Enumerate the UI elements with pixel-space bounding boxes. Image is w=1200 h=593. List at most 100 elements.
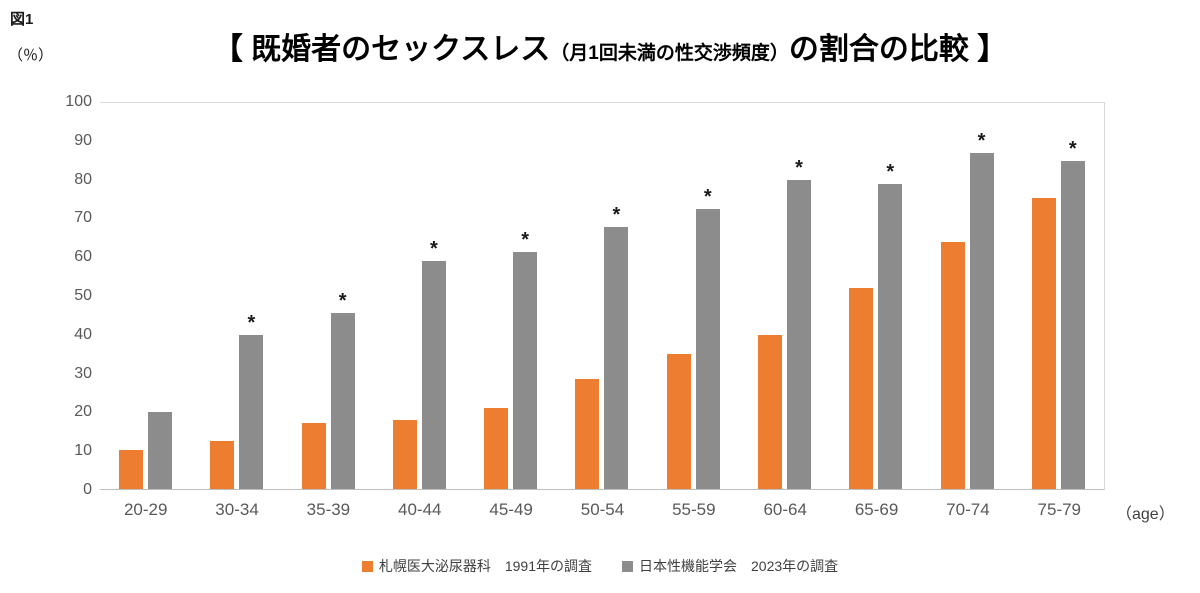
bar-column bbox=[666, 103, 691, 489]
significance-marker: * bbox=[521, 228, 530, 251]
x-tick-label: 75-79 bbox=[1037, 500, 1082, 519]
y-tick-label: 0 bbox=[83, 481, 92, 498]
bar-column: * bbox=[1060, 103, 1085, 489]
bar-column bbox=[849, 103, 874, 489]
legend-label: 日本性機能学会 2023年の調査 bbox=[639, 558, 839, 574]
bar-series-1 bbox=[940, 241, 965, 489]
y-tick-label: 100 bbox=[65, 93, 92, 110]
bar-series-1 bbox=[1031, 197, 1056, 489]
bar-column: * bbox=[513, 103, 538, 489]
y-tick-label: 70 bbox=[74, 209, 92, 227]
y-tick-label: 20 bbox=[74, 403, 92, 421]
x-tick-label: 50-54 bbox=[580, 500, 625, 519]
bar-column bbox=[392, 103, 417, 489]
significance-marker: * bbox=[430, 238, 438, 261]
bar-series-2 bbox=[1060, 160, 1085, 489]
bar-series-2 bbox=[969, 153, 994, 489]
bar-series-2 bbox=[421, 261, 446, 489]
plot-area: * * * * * * * * * * bbox=[100, 102, 1105, 490]
bar-column: * bbox=[239, 103, 264, 489]
bar-group: * bbox=[648, 103, 739, 489]
bar-series-2 bbox=[148, 411, 173, 489]
x-tick-label: 60-64 bbox=[763, 500, 807, 519]
bar-series-2 bbox=[604, 226, 629, 489]
significance-marker: * bbox=[247, 311, 256, 334]
bar-group: * bbox=[1013, 103, 1104, 489]
x-tick-label: 20-29 bbox=[123, 500, 168, 519]
bar-column: * bbox=[604, 103, 629, 489]
bar-group: * bbox=[739, 103, 830, 489]
bar-groups-container: * * * * * * * * * * bbox=[100, 103, 1104, 489]
bar-series-1 bbox=[575, 379, 600, 489]
bar-column bbox=[484, 103, 509, 489]
y-axis: 0 10 20 30 40 50 60 70 80 90 100 bbox=[40, 94, 92, 498]
bar-series-2 bbox=[695, 209, 720, 489]
bar-column bbox=[301, 103, 326, 489]
legend-label: 札幌医大泌尿器科 1991年の調査 bbox=[378, 558, 592, 574]
significance-marker: * bbox=[703, 186, 712, 209]
bar-series-1 bbox=[301, 423, 326, 489]
bar-column bbox=[119, 103, 144, 489]
chart-title-subtext: （月1回未満の性交渉頻度） bbox=[550, 43, 789, 64]
bar-group: * bbox=[830, 103, 921, 489]
bar-series-1 bbox=[119, 450, 144, 489]
bar-column bbox=[940, 103, 965, 489]
bar-series-2 bbox=[513, 251, 538, 489]
y-tick-label: 60 bbox=[74, 248, 92, 266]
y-tick-label: 10 bbox=[74, 442, 92, 460]
bar-series-2 bbox=[330, 313, 355, 489]
significance-marker: * bbox=[886, 161, 895, 184]
x-tick-label: 30-34 bbox=[215, 500, 259, 519]
bar-column bbox=[1031, 103, 1056, 489]
significance-marker: * bbox=[1068, 137, 1077, 160]
significance-marker: * bbox=[338, 290, 347, 313]
bar-column: * bbox=[786, 103, 811, 489]
y-axis-unit-label: （％） bbox=[8, 47, 54, 64]
legend-item: 日本性機能学会 2023年の調査 bbox=[622, 556, 838, 576]
bar-column: * bbox=[421, 103, 446, 489]
y-tick-label: 50 bbox=[74, 287, 92, 304]
y-tick-label: 30 bbox=[74, 364, 92, 382]
significance-marker: * bbox=[612, 203, 621, 226]
bar-group: * bbox=[465, 103, 556, 489]
bar-series-1 bbox=[484, 407, 509, 489]
bar-group bbox=[100, 103, 191, 489]
significance-marker: * bbox=[977, 130, 986, 153]
x-tick-label: 55-59 bbox=[672, 500, 716, 519]
bar-column bbox=[757, 103, 782, 489]
bar-group: * bbox=[374, 103, 465, 489]
bar-group: * bbox=[921, 103, 1012, 489]
y-tick-label: 80 bbox=[74, 170, 92, 188]
figure-number-label: 図1 bbox=[10, 11, 34, 28]
y-tick-label: 40 bbox=[74, 325, 92, 343]
chart-title: 【 既婚者のセックスレス（月1回未満の性交渉頻度）の割合の比較 】 bbox=[60, 24, 1160, 68]
bar-group: * bbox=[191, 103, 282, 489]
x-tick-label: 70-74 bbox=[946, 500, 990, 519]
bar-group: * bbox=[283, 103, 374, 489]
legend: 札幌医大泌尿器科 1991年の調査 日本性機能学会 2023年の調査 bbox=[0, 556, 1200, 576]
bar-column bbox=[148, 103, 173, 489]
x-tick-label: 45-49 bbox=[489, 500, 533, 519]
bar-series-1 bbox=[849, 288, 874, 489]
x-axis: 20-29 30-34 35-39 40-44 45-49 50-54 55-59 60-64… bbox=[100, 500, 1105, 520]
legend-swatch bbox=[361, 560, 373, 572]
bar-series-1 bbox=[210, 440, 235, 489]
bar-series-2 bbox=[878, 184, 903, 489]
bar-column: * bbox=[695, 103, 720, 489]
legend-swatch bbox=[622, 560, 633, 572]
bar-series-1 bbox=[392, 419, 417, 489]
x-tick-label: 40-44 bbox=[398, 500, 442, 519]
legend-item: 札幌医大泌尿器科 1991年の調査 bbox=[361, 556, 592, 576]
bar-column bbox=[210, 103, 235, 489]
bar-series-2 bbox=[239, 334, 264, 489]
x-axis-unit-label: （age） bbox=[1116, 506, 1175, 523]
bar-column: * bbox=[969, 103, 994, 489]
y-tick-label: 90 bbox=[74, 131, 92, 149]
bar-column: * bbox=[330, 103, 355, 489]
bar-column: * bbox=[878, 103, 903, 489]
bar-series-1 bbox=[757, 334, 782, 489]
significance-marker: * bbox=[795, 157, 803, 180]
chart-title-main-left: 【 既婚者のセックスレス bbox=[212, 33, 551, 66]
x-tick-label: 35-39 bbox=[306, 500, 351, 519]
